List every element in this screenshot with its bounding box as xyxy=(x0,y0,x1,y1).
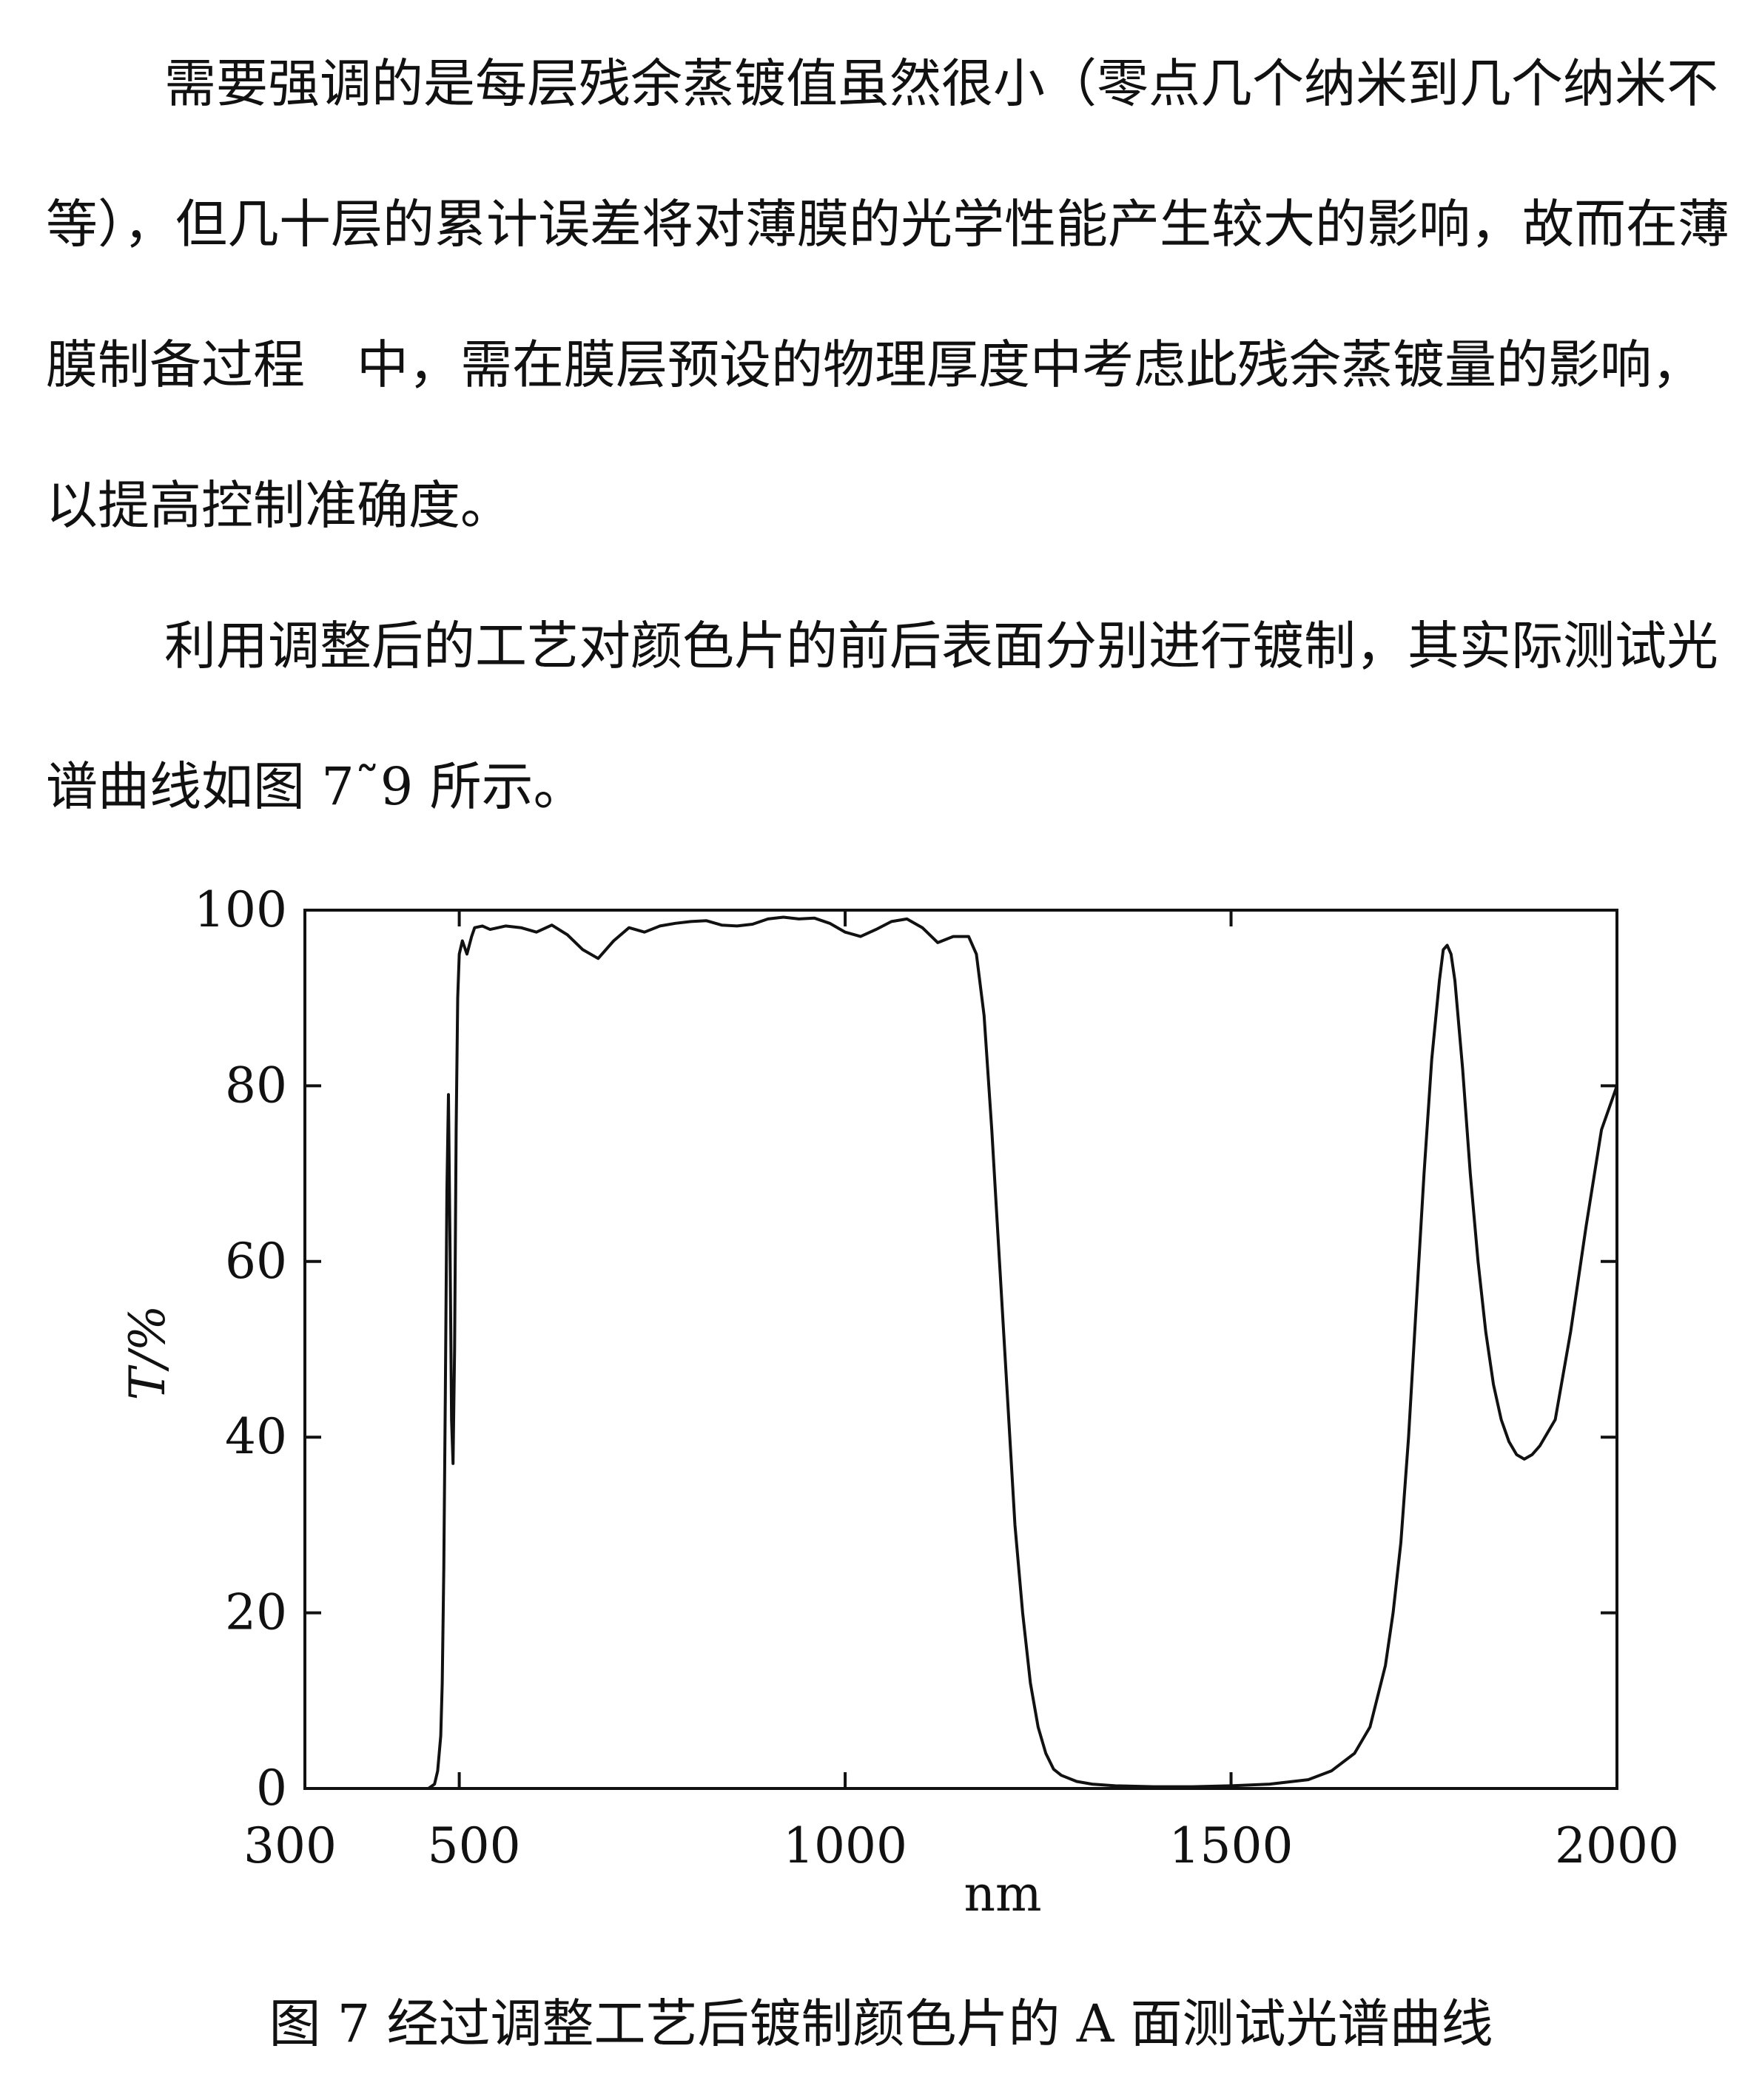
transmission-spectrum-figure: 0 20 40 60 80 100 300 500 1000 1500 2000 T/% nm xyxy=(0,851,1762,1961)
x-tick-label: 1500 xyxy=(1169,1817,1294,1874)
y-tick-label: 0 xyxy=(256,1760,287,1817)
spectrum-line xyxy=(305,915,1618,1790)
plot-frame xyxy=(303,909,1618,1790)
x-axis-title: nm xyxy=(964,1865,1041,1922)
y-tick-label: 20 xyxy=(225,1584,287,1641)
y-tick-label: 60 xyxy=(225,1233,287,1290)
y-tick-label: 80 xyxy=(225,1057,287,1114)
x-tick-label: 1000 xyxy=(783,1817,907,1874)
y-axis-title: T/% xyxy=(119,1305,176,1401)
body-paragraph-2: 利用调整后的工艺对颜色片的前后表面分别进行镀制，其实际测试光谱曲线如图 7˜9 … xyxy=(46,616,1718,817)
figure-caption: 图 7 经过调整工艺后镀制颜色片的 A 面测试光谱曲线 xyxy=(269,1993,1493,2054)
x-tick-label: 500 xyxy=(428,1817,521,1874)
x-tick-label: 300 xyxy=(243,1817,337,1874)
y-tick-label: 100 xyxy=(194,881,287,938)
transmission-chart: 0 20 40 60 80 100 300 500 1000 1500 2000 T/% nm xyxy=(119,881,1679,1922)
y-tick-label: 40 xyxy=(225,1408,287,1465)
x-tick-label: 2000 xyxy=(1555,1817,1679,1874)
body-paragraph-1: 需要强调的是每层残余蒸镀值虽然很小（零点几个纳米到几个纳米不等），但几十层的累计… xyxy=(46,53,1729,536)
